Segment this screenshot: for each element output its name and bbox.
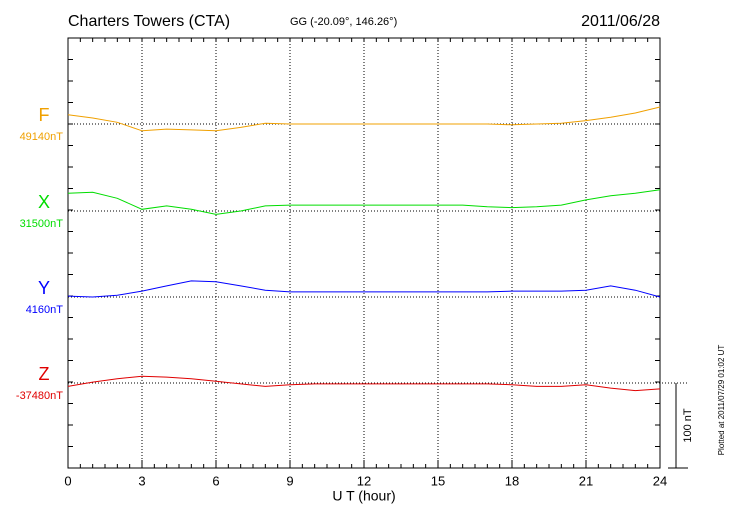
series-name: Z: [39, 364, 50, 384]
baseline-label: 31500nT: [20, 218, 64, 230]
footnote: Plotted at 2011/07/29 01:02 UT: [717, 345, 726, 456]
x-tick-label: 12: [357, 473, 371, 488]
x-tick-label: 6: [212, 473, 219, 488]
x-tick-label: 18: [505, 473, 519, 488]
x-tick-label: 3: [138, 473, 145, 488]
series-line: [67, 106, 661, 132]
baseline-label: -37480nT: [16, 390, 63, 402]
scale-bar-label: 100 nT: [682, 408, 694, 443]
chart-date: 2011/06/28: [581, 13, 660, 30]
series-name: Y: [38, 278, 50, 298]
x-tick-label: 24: [653, 473, 667, 488]
series-name: X: [38, 192, 50, 212]
x-tick-label: 0: [64, 473, 71, 488]
x-tick-label: 9: [286, 473, 293, 488]
series-line: [67, 280, 661, 298]
series-line: [67, 375, 661, 392]
x-axis-label: U T (hour): [332, 488, 395, 504]
baseline-label: 49140nT: [20, 131, 64, 143]
x-tick-label: 21: [579, 473, 593, 488]
x-tick-label: 15: [431, 473, 445, 488]
plot-frame: [67, 37, 661, 469]
baseline-label: 4160nT: [26, 304, 64, 316]
chart-title: Charters Towers (CTA): [68, 13, 230, 30]
series-name: F: [39, 105, 50, 125]
series-line: [67, 189, 661, 215]
chart-subtitle: GG (-20.09°, 146.26°): [290, 16, 397, 28]
